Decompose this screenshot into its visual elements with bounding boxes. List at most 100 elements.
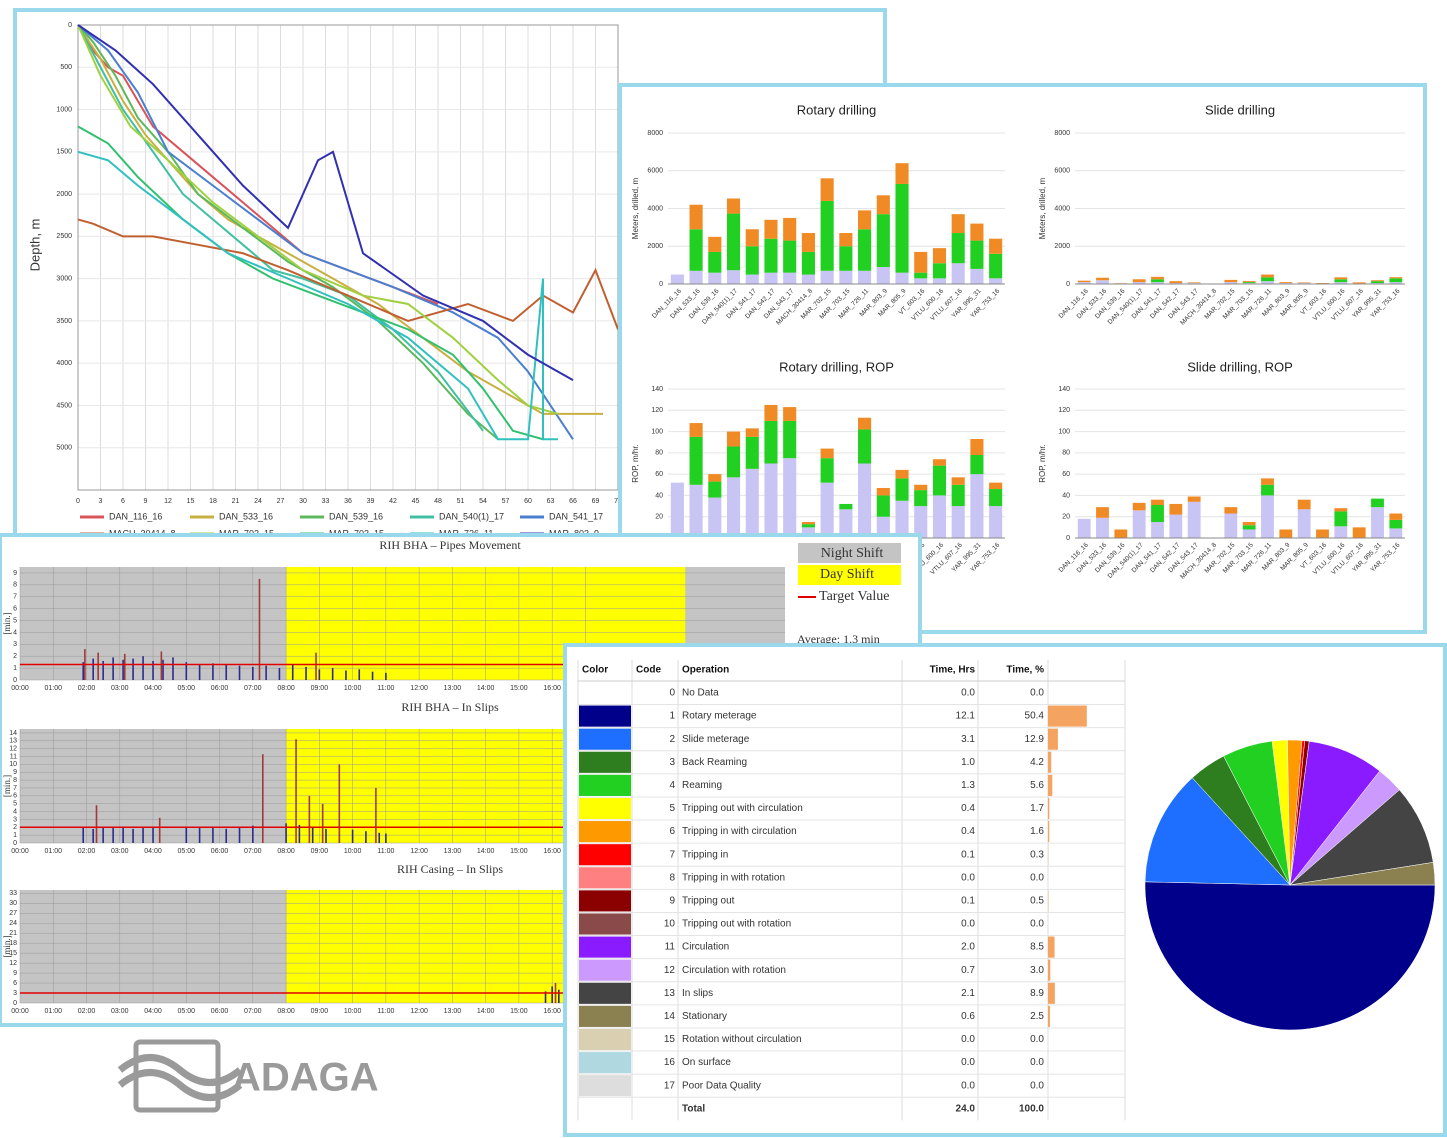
time-bar — [172, 657, 174, 680]
legend-label: Day Shift — [820, 567, 874, 582]
well-line — [77, 24, 499, 441]
y-tick-label: 80 — [1062, 450, 1070, 457]
bar-segment — [895, 183, 909, 273]
hours-cell: 3.1 — [961, 734, 975, 745]
rih-panel: RIH BHA – Pipes Movement[min.]0123456789… — [0, 533, 922, 1027]
bar-segment — [689, 484, 703, 538]
percent-cell: 1.7 — [1030, 803, 1044, 814]
bar-segment — [1187, 501, 1201, 538]
percent-bar — [1048, 751, 1052, 773]
y-tick-label: 8000 — [647, 130, 663, 137]
percent-bar — [1048, 774, 1053, 796]
bar-segment — [689, 229, 703, 271]
bar-segment — [820, 458, 834, 483]
bar-segment — [726, 431, 741, 447]
percent-bar — [1048, 936, 1055, 958]
percent-cell: 0.0 — [1030, 872, 1044, 883]
legend-day-swatch — [798, 565, 901, 585]
bar-segment — [839, 509, 853, 538]
bar-segment — [1316, 529, 1329, 538]
bar-segment — [783, 420, 797, 459]
bar-segment — [1334, 279, 1348, 283]
time-bar — [345, 670, 347, 680]
bar-segment — [932, 495, 947, 538]
code-cell: 9 — [669, 896, 675, 907]
y-tick-label: 9 — [13, 570, 17, 577]
y-tick-label: 60 — [1062, 471, 1070, 478]
time-bar — [238, 827, 241, 843]
y-tick-label: 7 — [13, 594, 17, 601]
pie-slice — [1289, 862, 1436, 886]
y-tick-label: 4500 — [56, 402, 72, 409]
bar-segment — [1261, 484, 1274, 496]
hours-cell: 1.3 — [961, 780, 975, 791]
bar-segment — [1261, 495, 1274, 538]
y-tick-label: 18 — [9, 940, 17, 947]
time-bar — [321, 803, 324, 843]
time-bar — [351, 829, 354, 843]
bar-segment — [1132, 282, 1146, 284]
bar-segment — [820, 482, 834, 538]
hours-cell: 0.0 — [961, 1034, 975, 1045]
x-tick-label: 04:00 — [144, 1008, 162, 1015]
color-swatch — [579, 821, 631, 843]
operation-cell: Stationary — [682, 1011, 727, 1022]
chart-title: Slide drilling — [1205, 102, 1275, 117]
bar-segment — [708, 272, 722, 284]
y-tick-label: 3 — [13, 816, 17, 823]
percent-cell: 8.9 — [1030, 988, 1044, 999]
y-tick-label: 1500 — [56, 149, 72, 156]
bar-segment — [708, 474, 722, 482]
bar-segment — [820, 448, 834, 459]
color-swatch — [579, 1005, 631, 1027]
logo-waves — [117, 1054, 243, 1101]
bar-segment — [708, 251, 722, 273]
x-tick-label: 10:00 — [344, 685, 362, 692]
bar-segment — [1389, 278, 1403, 283]
operation-cell: No Data — [682, 688, 719, 699]
bar-segment — [1297, 499, 1311, 510]
percent-cell: 0.5 — [1030, 896, 1044, 907]
time-bar — [102, 827, 104, 843]
bar-segment — [764, 238, 778, 273]
x-tick-label: 14:00 — [477, 1008, 495, 1015]
x-tick-label: 05:00 — [178, 685, 196, 692]
code-cell: 13 — [664, 988, 676, 999]
bar-segment — [1261, 277, 1274, 282]
bar-segment — [745, 246, 759, 275]
bar-segment — [801, 527, 815, 538]
y-tick-label: 33 — [9, 890, 17, 897]
code-cell: 6 — [669, 826, 675, 837]
color-swatch — [579, 913, 631, 935]
y-tick-label: 8 — [13, 582, 17, 589]
x-tick-label: 33 — [322, 498, 330, 505]
bar-segment — [1334, 526, 1348, 538]
x-tick-label: 07:00 — [244, 1008, 262, 1015]
percent-bar — [1048, 1005, 1050, 1027]
operation-cell: Reaming — [682, 780, 722, 791]
well-line — [77, 125, 544, 441]
bar-segment — [839, 246, 853, 271]
x-tick-label: 45 — [412, 498, 420, 505]
time-bar — [358, 669, 361, 680]
time-bar — [112, 828, 114, 843]
code-cell: 7 — [669, 849, 675, 860]
bar-segment — [689, 423, 703, 437]
time-bar — [158, 817, 161, 843]
x-tick-label: 05:00 — [178, 1008, 196, 1015]
time-bar — [82, 827, 84, 843]
code-cell: 3 — [669, 757, 675, 768]
bar-segment — [764, 420, 778, 464]
bar-segment — [932, 263, 947, 279]
bar-segment — [895, 469, 909, 479]
y-tick-label: 2000 — [56, 191, 72, 198]
bar-segment — [708, 481, 722, 498]
bar-segment — [1224, 507, 1238, 514]
time-bar — [544, 991, 547, 1003]
y-tick-label: 120 — [651, 407, 663, 414]
bar-segment — [989, 482, 1003, 490]
y-tick-label: 27 — [9, 910, 17, 917]
color-swatch — [579, 867, 631, 889]
bar-segment — [783, 272, 797, 284]
